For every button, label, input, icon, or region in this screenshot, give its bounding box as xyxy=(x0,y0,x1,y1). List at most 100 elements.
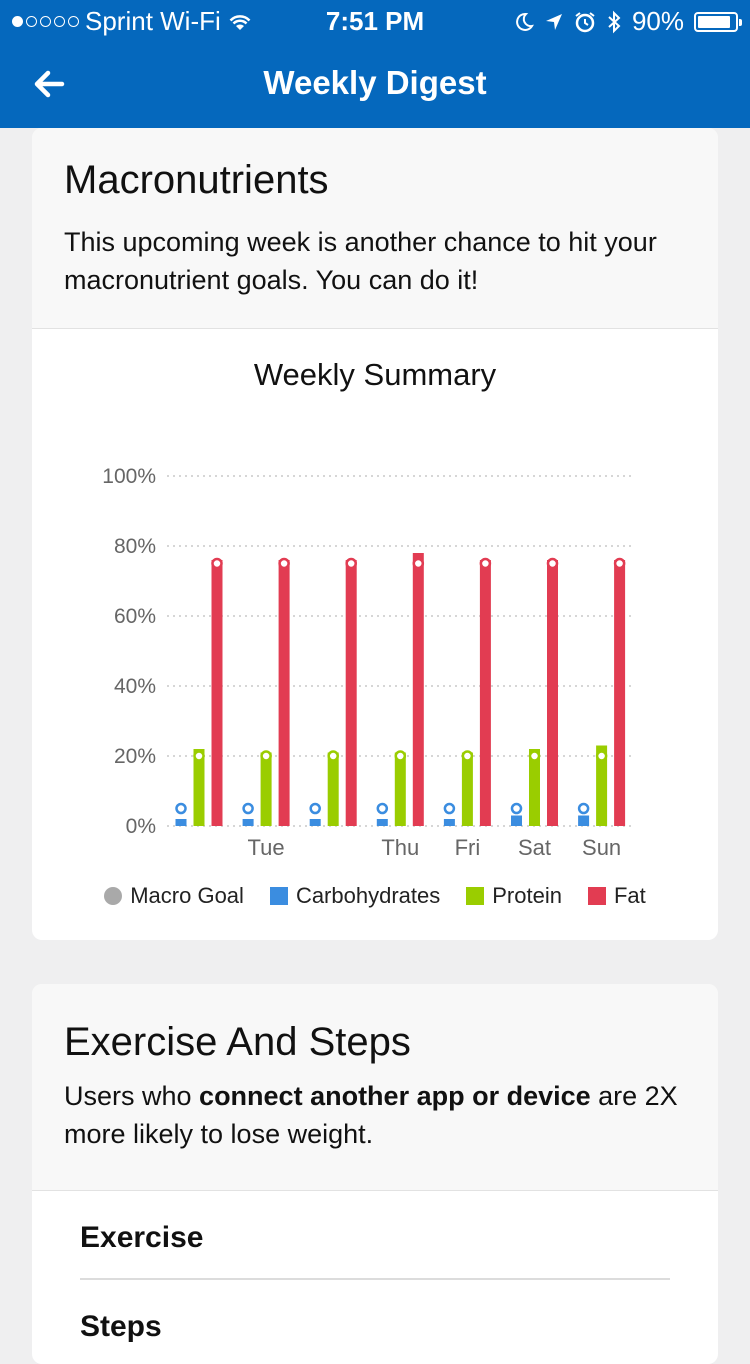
nav-bar: Weekly Digest xyxy=(0,40,750,128)
steps-row-label: Steps xyxy=(80,1310,162,1343)
exercise-row[interactable]: Exercise xyxy=(80,1191,670,1280)
bar-carbohydrates xyxy=(376,819,388,826)
y-tick-label: 100% xyxy=(102,465,156,488)
carrier-name: Sprint Wi-Fi xyxy=(85,6,221,36)
macronutrients-description: This upcoming week is another chance to … xyxy=(64,227,657,295)
macro-bar-chart: 0% 20% 40% 60% 80% 100% Tue Thu Fri Sat Sun xyxy=(102,465,634,860)
steps-row[interactable]: Steps xyxy=(80,1280,670,1364)
legend-label: Macro Goal xyxy=(130,883,244,908)
status-bar: Sprint Wi-Fi 7:51 PM 90% xyxy=(0,0,750,40)
y-tick-label: 60% xyxy=(114,605,156,628)
weekly-summary-chart: Weekly Summary 0% 20% 40% 60% 80% 100% Tue Thu F… xyxy=(32,329,718,939)
bar-carbohydrates xyxy=(309,819,321,826)
goal-marker-protein xyxy=(461,750,474,762)
bar-fat xyxy=(614,560,626,826)
arrow-left-icon[interactable] xyxy=(28,62,72,106)
legend-swatch xyxy=(269,887,288,905)
goal-marker-fat xyxy=(345,557,357,570)
legend-swatch xyxy=(587,887,606,905)
bar-protein xyxy=(327,752,339,826)
legend-item: Macro Goal xyxy=(104,883,244,909)
bar-protein xyxy=(193,749,205,826)
y-tick-label: 0% xyxy=(126,815,156,838)
legend-swatch xyxy=(466,887,485,905)
bar-fat xyxy=(345,560,357,826)
battery-percent: 90% xyxy=(631,6,684,36)
legend-label: Protein xyxy=(492,883,562,908)
goal-marker-carbohydrates xyxy=(376,802,389,815)
exercise-desc-pre: Users who xyxy=(64,1081,200,1111)
x-tick-label: Thu xyxy=(381,835,419,860)
bar-protein xyxy=(529,749,540,826)
bluetooth-icon xyxy=(608,10,621,33)
goal-marker-fat xyxy=(613,557,626,570)
goal-marker-carbohydrates xyxy=(242,802,254,815)
goal-marker-protein xyxy=(595,750,608,762)
y-tick-label: 80% xyxy=(114,535,156,558)
goal-marker-carbohydrates xyxy=(175,802,187,815)
legend-item: Fat xyxy=(587,883,646,909)
goal-marker-protein xyxy=(394,750,407,762)
chart-legend: Macro Goal Carbohydrates Protein Fat xyxy=(32,883,718,909)
bar-protein xyxy=(260,752,272,826)
goal-marker-carbohydrates xyxy=(577,802,590,815)
signal-strength-icon xyxy=(12,16,79,27)
status-time: 7:51 PM xyxy=(325,6,425,36)
chart-title: Weekly Summary xyxy=(253,357,497,392)
goal-marker-protein xyxy=(260,750,272,762)
status-left: Sprint Wi-Fi xyxy=(12,6,253,37)
location-arrow-icon xyxy=(545,13,562,30)
goal-marker-protein xyxy=(327,750,339,762)
bar-carbohydrates xyxy=(443,819,455,826)
legend-label: Carbohydrates xyxy=(295,883,441,908)
alarm-clock-icon xyxy=(575,11,595,32)
moon-icon xyxy=(516,12,534,31)
legend-swatch xyxy=(104,887,123,905)
y-tick-label: 20% xyxy=(114,745,156,768)
connect-app-text: connect another app or device xyxy=(199,1081,591,1111)
legend-label: Fat xyxy=(613,883,646,908)
exercise-desc-post: are 2X more likely to lose weight. xyxy=(64,1081,678,1149)
legend-item: Carbohydrates xyxy=(269,883,441,909)
bar-carbohydrates xyxy=(175,819,187,826)
goal-marker-protein xyxy=(193,750,205,762)
battery-level xyxy=(698,15,731,28)
goal-marker-fat xyxy=(479,557,492,570)
exercise-heading: Exercise And Steps xyxy=(64,1020,411,1064)
exercise-description: Users who connect another app or device … xyxy=(64,1077,686,1153)
goal-marker-fat xyxy=(412,557,425,570)
goal-marker-protein xyxy=(528,750,541,762)
status-right: 90% xyxy=(514,6,742,37)
bar-carbohydrates xyxy=(511,815,522,826)
page-title: Weekly Digest xyxy=(263,64,487,101)
macronutrients-header: Macronutrients This upcoming week is ano… xyxy=(32,128,718,329)
x-tick-label: Fri xyxy=(455,835,481,860)
bar-protein xyxy=(461,752,473,826)
goal-marker-carbohydrates xyxy=(443,802,456,815)
legend-item: Protein xyxy=(466,883,562,909)
bar-fat xyxy=(412,553,424,826)
goal-marker-carbohydrates xyxy=(510,802,523,815)
bar-fat xyxy=(479,560,491,826)
goal-marker-fat xyxy=(278,557,290,570)
wifi-icon xyxy=(229,14,251,30)
goal-marker-carbohydrates xyxy=(309,802,321,815)
goal-marker-fat xyxy=(546,557,559,570)
x-tick-label: Sat xyxy=(518,835,551,860)
bar-fat xyxy=(278,560,290,826)
macronutrients-card: Macronutrients This upcoming week is ano… xyxy=(32,128,718,940)
goal-marker-fat xyxy=(211,557,223,570)
x-tick-label: Sun xyxy=(582,835,621,860)
bar-fat xyxy=(547,560,558,826)
x-tick-label: Tue xyxy=(248,835,285,860)
bar-fat xyxy=(211,560,223,826)
exercise-card: Exercise And Steps Users who connect ano… xyxy=(32,984,718,1364)
bar-carbohydrates xyxy=(578,815,590,826)
bar-protein xyxy=(596,745,608,826)
bar-protein xyxy=(394,752,406,826)
exercise-row-label: Exercise xyxy=(80,1221,204,1254)
battery-icon xyxy=(694,11,742,32)
macronutrients-heading: Macronutrients xyxy=(64,158,329,202)
bar-carbohydrates xyxy=(242,819,254,826)
exercise-header: Exercise And Steps Users who connect ano… xyxy=(32,984,718,1191)
